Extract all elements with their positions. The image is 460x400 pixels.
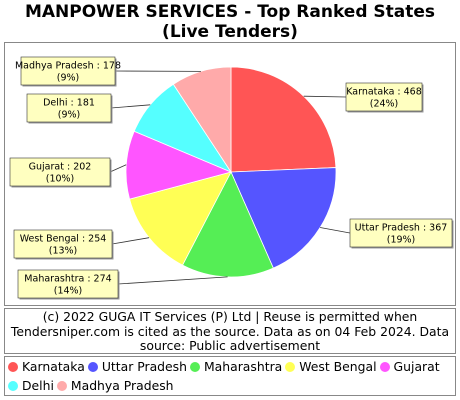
leader-line-west-bengal <box>111 237 150 245</box>
label-percent-text: (13%) <box>49 246 78 257</box>
label-value-text: Uttar Pradesh : 367 <box>355 223 448 234</box>
legend-swatch <box>285 362 296 372</box>
label-value-text: Gujarat : 202 <box>29 162 92 173</box>
chart-title: MANPOWER SERVICES - Top Ranked States <box>24 2 436 22</box>
label-box <box>13 229 113 259</box>
chart-subtitle: (Live Tenders) <box>162 22 298 42</box>
label-value-text: Karnataka : 468 <box>346 87 422 98</box>
pie-slice-uttar-pradesh <box>230 167 337 269</box>
legend-swatch <box>8 381 18 391</box>
leader-line-uttar-pradesh <box>320 227 351 234</box>
plot-area: Karnataka : 468 (24%) Uttar Pradesh : 367(… <box>4 42 456 306</box>
pie-slices <box>125 66 337 278</box>
legend-label: Karnataka <box>22 359 85 374</box>
legend-item-maharashtra: Maharashtra <box>189 357 283 376</box>
legend-item-karnataka: Karnataka <box>8 357 85 376</box>
pie-chart: Karnataka : 468(24%)Uttar Pradesh : 367(… <box>9 56 454 300</box>
label-value-text: Maharashtra : 274 <box>24 274 111 285</box>
legend-swatch <box>379 362 390 372</box>
legend-label: Madhya Pradesh <box>70 378 174 393</box>
note-line-2: Tendersniper.com is cited as the source.… <box>10 323 450 339</box>
legend-item-west-bengal: West Bengal <box>285 357 377 376</box>
legend-item-delhi: Delhi <box>8 376 54 395</box>
pie-slice-karnataka <box>230 66 337 173</box>
pie-slice-west-bengal <box>129 171 232 266</box>
legend-item-gujarat: Gujarat <box>379 357 440 376</box>
label-value-text: Madhya Pradesh : 178 <box>15 61 121 72</box>
data-label-west-bengal: West Bengal : 254(13%) <box>13 229 114 260</box>
legend-label: Uttar Pradesh <box>101 359 187 374</box>
data-label-delhi: Delhi : 181(9%) <box>26 93 113 124</box>
leader-line-delhi <box>110 104 151 109</box>
pie-slice-madhya-pradesh <box>172 66 232 174</box>
leader-line-karnataka <box>303 95 347 98</box>
label-percent-text: (9%) <box>58 110 80 121</box>
data-label-gujarat: Gujarat : 202(10%) <box>9 157 112 188</box>
data-label-maharashtra: Maharashtra : 274(14%) <box>17 269 120 300</box>
legend: Karnataka Uttar Pradesh Maharashtra West Be… <box>4 356 456 396</box>
label-box <box>17 269 119 299</box>
label-percent-text: (24%) <box>370 99 399 110</box>
legend-swatch <box>56 381 67 391</box>
legend-swatch <box>189 362 200 372</box>
legend-swatch <box>8 362 18 372</box>
data-label-madhya-pradesh: Madhya Pradesh : 178(9%) <box>15 56 121 87</box>
legend-item-madhya-pradesh: Madhya Pradesh <box>56 376 174 395</box>
leader-line-maharashtra <box>117 276 228 285</box>
label-box <box>26 93 112 123</box>
data-label-karnataka: Karnataka : 468(24%) <box>345 82 424 113</box>
copyright-note: (c) 2022 GUGA IT Services (P) Ltd | Reus… <box>4 308 456 354</box>
legend-label: Gujarat <box>393 359 440 374</box>
legend-label: Maharashtra <box>203 359 283 374</box>
label-box <box>20 56 116 86</box>
label-percent-text: (10%) <box>46 174 75 185</box>
label-box <box>345 82 423 112</box>
data-label-uttar-pradesh: Uttar Pradesh : 367(19%) <box>349 218 454 249</box>
note-line-3: source: Public advertisement <box>139 338 321 353</box>
legend-item-uttar-pradesh: Uttar Pradesh <box>87 357 187 376</box>
label-box <box>349 218 453 248</box>
legend-label: Delhi <box>22 378 54 393</box>
leader-line-gujarat <box>109 164 127 173</box>
label-value-text: West Bengal : 254 <box>20 234 107 245</box>
label-value-text: Delhi : 181 <box>43 98 95 109</box>
pie-labels: Karnataka : 468(24%)Uttar Pradesh : 367(… <box>9 56 454 300</box>
label-box <box>9 157 111 187</box>
legend-label: West Bengal <box>299 359 377 374</box>
label-percent-text: (19%) <box>387 235 416 246</box>
label-percent-text: (9%) <box>57 73 79 84</box>
label-percent-text: (14%) <box>54 286 83 297</box>
legend-swatch <box>87 362 98 372</box>
pie-slice-gujarat <box>125 130 233 200</box>
note-line-1: (c) 2022 GUGA IT Services (P) Ltd | Reus… <box>42 309 418 324</box>
